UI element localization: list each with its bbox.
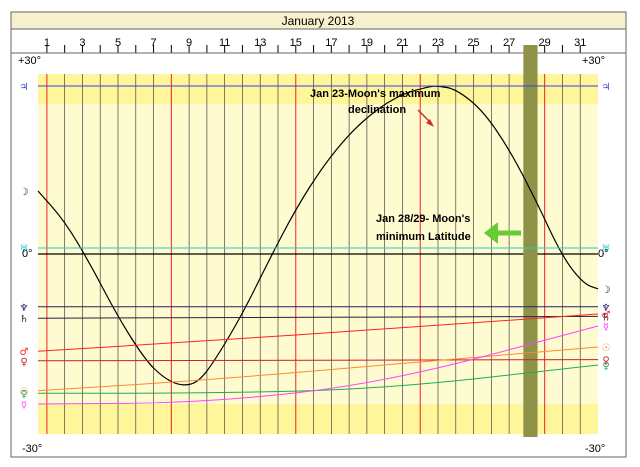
series-glyph: ☽ xyxy=(602,285,611,296)
tick-label: 9 xyxy=(186,37,192,49)
upper-band xyxy=(38,74,598,104)
series-glyph: ♀ xyxy=(20,389,27,400)
annotation-line-1: Jan 28/29- Moon's xyxy=(376,213,470,225)
tick-label: 25 xyxy=(467,37,479,49)
x-axis-ticks: 1 3 5 7 9 11 13 15 17 19 21 23 25 27 29 31 xyxy=(44,37,586,53)
series-line xyxy=(37,315,599,319)
tick-label: 1 xyxy=(44,37,50,49)
series-glyph: ♀ xyxy=(602,361,609,372)
y-bottom-label-right: -30° xyxy=(585,443,605,455)
series-line xyxy=(37,325,599,405)
series-line xyxy=(37,359,599,362)
series-layer xyxy=(37,85,599,405)
y-zero-label-left: 0° xyxy=(22,248,33,260)
lower-band xyxy=(38,404,598,434)
series-glyph: ♄ xyxy=(602,312,611,323)
series-line xyxy=(37,85,599,386)
annotation-line-2: minimum Latitude xyxy=(376,231,471,243)
series-glyph: ☿ xyxy=(603,322,609,333)
annotation-arrowhead xyxy=(484,222,498,244)
series-glyph: ♂ xyxy=(602,310,611,321)
right-glyph-column: ☽ ♃ ♅ ♆♄♂ ♀ ☉ ♀ ☿ xyxy=(602,82,611,372)
tick-label: 3 xyxy=(79,37,85,49)
series-line xyxy=(38,364,599,394)
series-glyph: ☉ xyxy=(602,343,611,354)
tick-label: 7 xyxy=(150,37,156,49)
tick-label: 19 xyxy=(361,37,373,49)
series-glyph: ☽ xyxy=(20,187,29,198)
series-glyph: ♄ xyxy=(20,314,29,325)
annotation-arrowhead xyxy=(426,119,434,127)
annotation-line-1: Jan 23-Moon's maximum xyxy=(310,88,441,100)
annotation-line-2: declination xyxy=(348,104,406,116)
series-glyph: ♆ xyxy=(20,303,29,314)
series-glyph: ♃ xyxy=(20,82,29,93)
y-bottom-label-left: -30° xyxy=(22,443,42,455)
tick-label: 13 xyxy=(254,37,266,49)
tick-label: 15 xyxy=(290,37,302,49)
series-glyph: ☉ xyxy=(20,387,29,398)
tick-label: 31 xyxy=(574,37,586,49)
series-glyph: ♅ xyxy=(602,244,611,255)
series-glyph: ☿ xyxy=(21,400,27,411)
series-glyph: ♀ xyxy=(602,356,609,367)
annotation-max-declination: Jan 23-Moon's maximum declination xyxy=(310,88,441,127)
left-glyph-column: ☽♃♅♆♄♂♀☉♀☿ xyxy=(20,82,29,411)
series-line xyxy=(37,313,599,352)
series-glyph: ♅ xyxy=(20,244,29,255)
series-glyph: ♂ xyxy=(20,347,29,358)
series-glyph: ♃ xyxy=(602,82,611,93)
y-zero-label-right: 0° xyxy=(598,248,609,260)
tick-label: 11 xyxy=(219,37,230,49)
tick-label: 27 xyxy=(503,37,515,49)
tick-label: 5 xyxy=(115,37,121,49)
tick-label: 21 xyxy=(396,37,408,49)
tick-label: 23 xyxy=(432,37,444,49)
tick-label: 29 xyxy=(539,37,551,49)
series-glyph: ♀ xyxy=(20,357,27,368)
y-top-label-left: +30° xyxy=(18,55,41,67)
highlight-band xyxy=(523,45,538,437)
annotation-min-latitude: Jan 28/29- Moon's minimum Latitude xyxy=(376,213,521,244)
series-glyph: ♆ xyxy=(602,303,611,314)
series-line xyxy=(37,346,599,392)
tick-label: 17 xyxy=(325,37,337,49)
chart-title: January 2013 xyxy=(282,14,355,28)
y-top-label-right: +30° xyxy=(582,55,605,67)
